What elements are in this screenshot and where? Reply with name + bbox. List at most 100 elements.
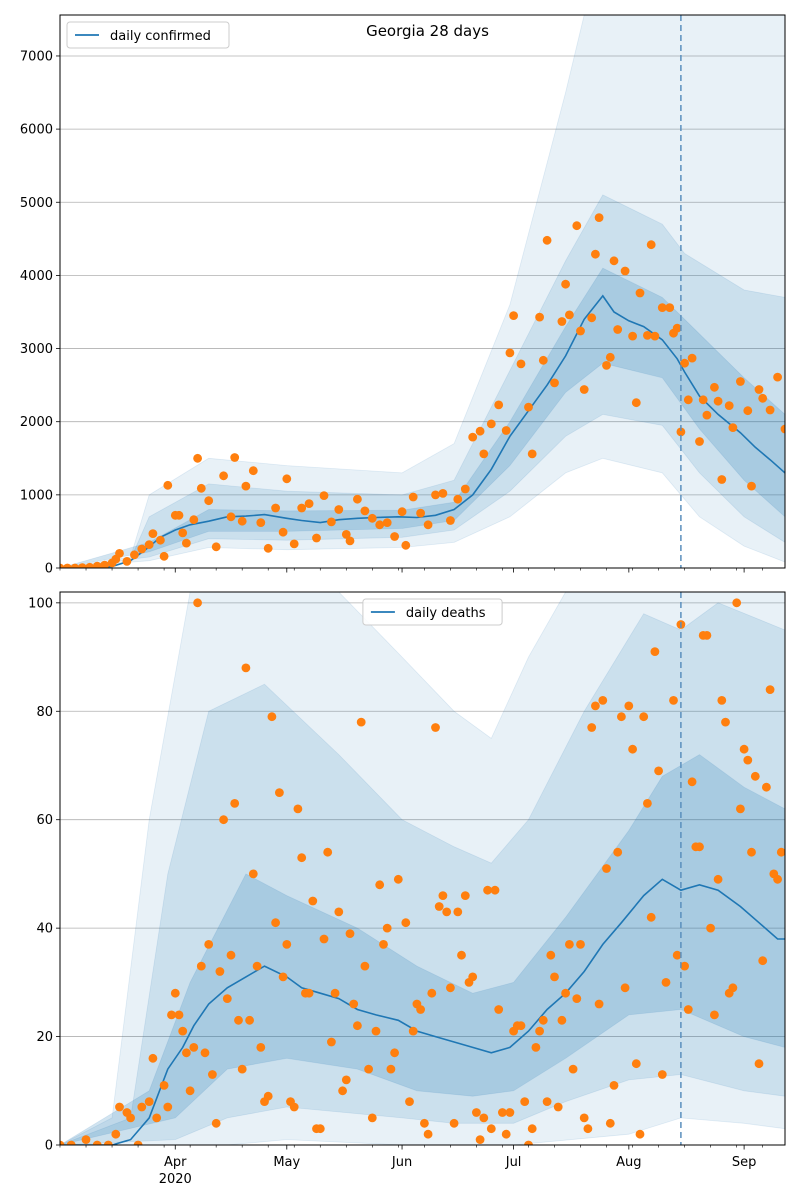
data-point xyxy=(323,847,333,857)
data-point xyxy=(453,494,463,504)
band-inner xyxy=(60,267,785,568)
data-point xyxy=(208,1070,217,1079)
data-point xyxy=(241,481,251,491)
data-point xyxy=(631,398,641,408)
plot-area xyxy=(60,15,785,568)
legend-label: daily deaths xyxy=(406,606,486,621)
data-point xyxy=(773,874,782,884)
data-point xyxy=(327,1037,336,1047)
data-point xyxy=(278,972,288,982)
data-point xyxy=(356,717,366,727)
data-point xyxy=(289,539,299,549)
data-point xyxy=(282,474,292,484)
data-point xyxy=(591,249,600,259)
data-point xyxy=(230,799,240,808)
data-point xyxy=(657,303,667,312)
data-point xyxy=(706,923,715,933)
y-tick-label: 100 xyxy=(28,596,53,611)
data-point xyxy=(524,402,533,412)
data-point xyxy=(215,967,225,976)
data-point xyxy=(683,1005,693,1014)
data-point xyxy=(137,1102,147,1112)
data-point xyxy=(219,815,229,825)
data-point xyxy=(367,1113,377,1123)
band-inner xyxy=(60,754,785,1145)
data-point xyxy=(282,940,292,949)
data-point xyxy=(550,378,559,388)
y-tick-label: 0 xyxy=(45,562,53,577)
data-point xyxy=(211,1118,221,1128)
data-point xyxy=(557,1015,567,1025)
data-point xyxy=(115,1102,124,1112)
data-point xyxy=(635,288,645,298)
data-point xyxy=(542,235,552,245)
y-tick-label: 5000 xyxy=(20,196,53,211)
data-point xyxy=(263,1091,273,1101)
data-point xyxy=(401,918,411,928)
data-point xyxy=(237,516,247,526)
data-point xyxy=(63,563,72,568)
data-point xyxy=(669,696,678,705)
data-point xyxy=(702,631,712,640)
data-point xyxy=(174,1010,184,1020)
data-point xyxy=(486,1124,496,1134)
data-point xyxy=(646,912,656,922)
y-tick-label: 4000 xyxy=(20,269,53,284)
data-point xyxy=(152,1113,162,1123)
data-point xyxy=(628,744,637,754)
data-point xyxy=(587,313,597,323)
series-line xyxy=(60,294,785,568)
data-point xyxy=(516,359,526,369)
data-point xyxy=(115,549,124,558)
data-point xyxy=(189,515,199,525)
data-point xyxy=(330,988,340,998)
data-point xyxy=(475,426,485,436)
data-point xyxy=(728,983,738,993)
data-point xyxy=(501,426,511,435)
data-point xyxy=(263,543,273,553)
data-point xyxy=(297,853,307,863)
y-tick-label: 7000 xyxy=(20,49,53,64)
data-point xyxy=(137,544,147,554)
data-point xyxy=(576,326,585,336)
data-point xyxy=(293,804,303,814)
data-point xyxy=(178,1026,188,1036)
data-point xyxy=(226,512,236,522)
y-tick-label: 40 xyxy=(36,922,53,937)
data-point xyxy=(594,213,604,223)
data-point xyxy=(494,400,504,410)
data-point xyxy=(278,527,288,537)
data-point xyxy=(695,437,704,446)
data-point xyxy=(572,221,582,231)
data-point xyxy=(353,1021,362,1031)
data-point xyxy=(386,1064,396,1074)
data-point xyxy=(717,475,727,484)
data-point xyxy=(698,395,708,405)
legend-box xyxy=(66,21,230,49)
data-point xyxy=(420,1118,429,1128)
data-point xyxy=(624,701,634,711)
data-point xyxy=(382,518,392,527)
data-point xyxy=(609,1081,619,1090)
data-point xyxy=(639,712,649,722)
data-point xyxy=(747,481,756,491)
data-point xyxy=(401,540,411,550)
data-point xyxy=(103,1140,113,1145)
data-point xyxy=(390,532,399,541)
data-point xyxy=(713,874,723,884)
data-point xyxy=(434,902,444,911)
data-point xyxy=(583,1124,593,1134)
data-point xyxy=(297,503,307,513)
data-point xyxy=(364,1064,373,1074)
data-point xyxy=(542,1097,552,1106)
data-point xyxy=(657,1070,667,1079)
data-point xyxy=(408,492,418,502)
data-point xyxy=(605,352,615,362)
data-point xyxy=(189,1043,199,1052)
panel-frame xyxy=(59,591,786,1146)
y-tick-label: 1000 xyxy=(20,488,53,503)
data-point xyxy=(527,449,537,459)
data-point xyxy=(248,869,258,879)
data-point xyxy=(683,395,693,405)
chart-title: Georgia 28 days xyxy=(366,22,489,40)
